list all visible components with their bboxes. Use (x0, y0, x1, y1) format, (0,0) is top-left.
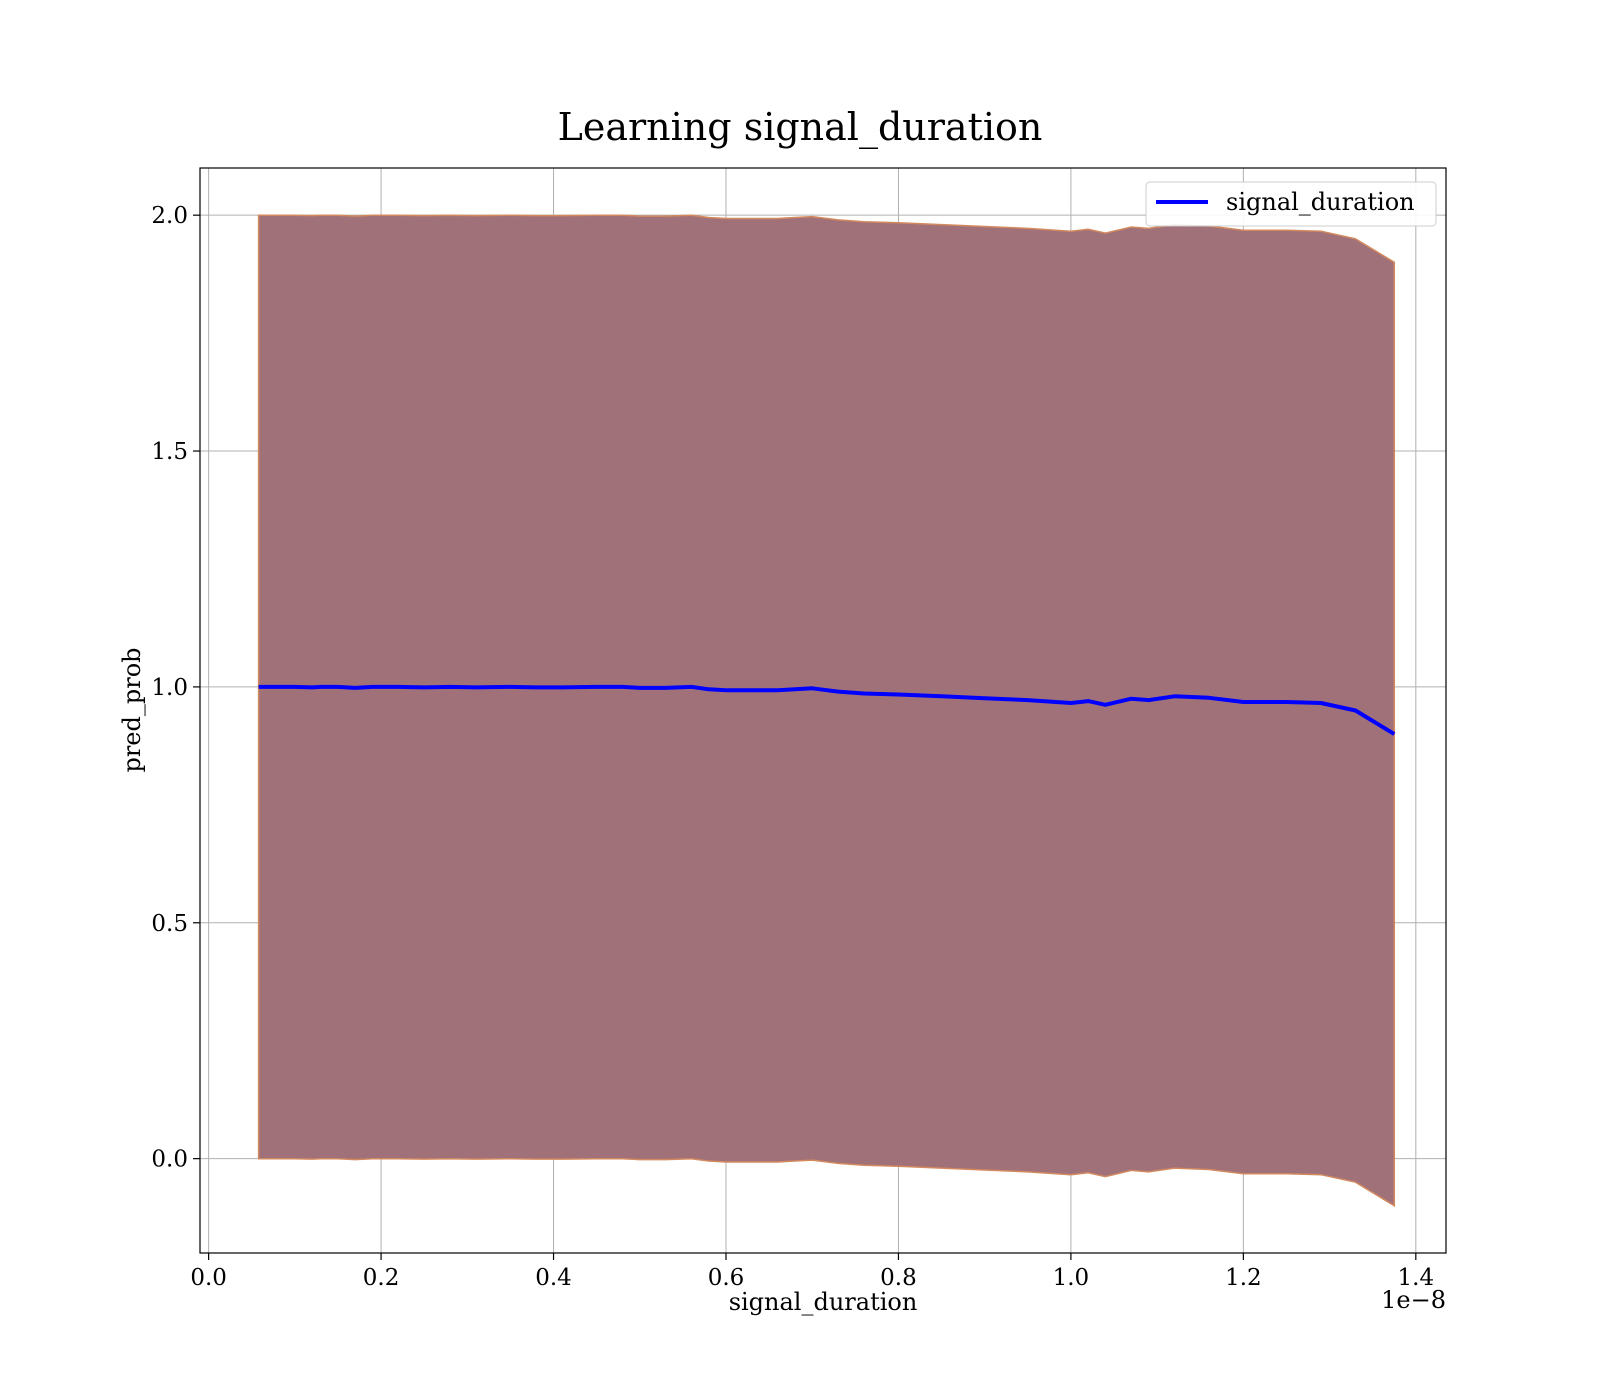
x-tick-label: 1.0 (1053, 1265, 1090, 1291)
x-tick-label: 0.4 (535, 1265, 572, 1291)
y-tick-label: 1.0 (151, 675, 188, 701)
x-tick-label: 1.2 (1225, 1265, 1262, 1291)
x-tick-label: 0.6 (708, 1265, 745, 1291)
x-tick-label: 1.4 (1398, 1265, 1435, 1291)
x-tick-label: 0.0 (190, 1265, 227, 1291)
plot-frame (199, 167, 1447, 1254)
legend: signal_duration (1145, 181, 1437, 227)
series-line-layer (258, 684, 1396, 736)
x-tick-label: 0.2 (363, 1265, 400, 1291)
confidence-band (257, 214, 1396, 1208)
y-tick-label: 2.0 (151, 203, 188, 229)
x-tick-label: 0.8 (880, 1265, 917, 1291)
series-line-signal-duration (258, 684, 1396, 736)
legend-label-signal-duration: signal_duration (1226, 188, 1415, 216)
confidence-band-layer (257, 214, 1396, 1208)
legend-box (1145, 181, 1437, 227)
y-tick-label: 1.5 (151, 439, 188, 465)
x-axis-label: signal_duration (729, 1288, 918, 1316)
x-axis-ticks: 0.0 0.2 0.4 0.6 0.8 1.0 1.2 1.4 (190, 1253, 1434, 1291)
y-tick-label: 0.0 (151, 1147, 188, 1173)
y-tick-label: 0.5 (151, 911, 188, 937)
y-axis-label: pred_prob (118, 647, 146, 772)
y-axis-ticks: 0.0 0.5 1.0 1.5 2.0 (151, 203, 200, 1173)
x-axis-offset-label: 1e−8 (1381, 1286, 1446, 1314)
chart-title: Learning signal_duration (558, 105, 1043, 150)
